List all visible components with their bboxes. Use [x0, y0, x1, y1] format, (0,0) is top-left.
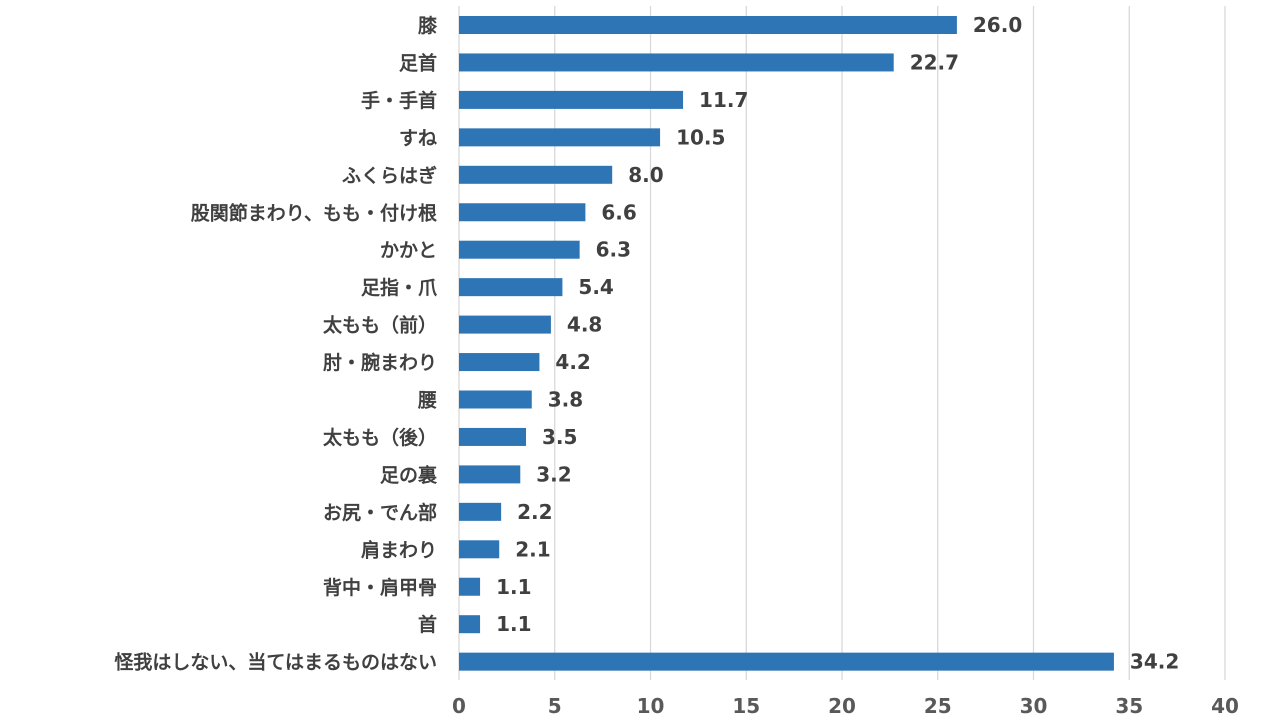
x-tick-label: 5	[548, 694, 562, 718]
data-label: 6.6	[601, 200, 636, 224]
bar	[459, 353, 540, 372]
category-label: ふくらはぎ	[342, 164, 437, 187]
x-tick-label: 25	[924, 694, 952, 718]
bar	[459, 390, 532, 409]
x-axis-ticks: 0 5 10 15 20 25 30 35 40	[452, 694, 1239, 718]
bar	[459, 315, 551, 334]
data-label: 2.1	[515, 537, 550, 561]
data-label: 3.5	[542, 425, 577, 449]
bar	[459, 615, 481, 634]
data-label: 34.2	[1130, 650, 1179, 674]
bar	[459, 53, 894, 72]
category-labels: 膝足首手・手首すねふくらはぎ股関節まわり、もも・付け根かかと足指・爪太もも（前）…	[114, 14, 438, 674]
x-tick-label: 40	[1211, 694, 1239, 718]
category-label: 手・手首	[361, 89, 437, 112]
category-label: 肘・腕まわり	[323, 351, 437, 374]
category-label: 足の裏	[380, 463, 438, 486]
x-tick-label: 20	[828, 694, 856, 718]
data-label: 11.7	[699, 88, 748, 112]
data-label: 10.5	[676, 125, 725, 149]
category-label: 首	[418, 613, 437, 636]
x-tick-label: 35	[1115, 694, 1143, 718]
bar	[459, 165, 613, 184]
category-label: 肩まわり	[361, 538, 437, 561]
category-label: 足指・爪	[361, 277, 438, 299]
data-label: 1.1	[496, 612, 531, 636]
category-label: 股関節まわり、もも・付け根	[191, 201, 437, 224]
bar	[459, 16, 957, 34]
category-label: お尻・でん部	[323, 501, 437, 524]
data-label: 5.4	[578, 275, 613, 299]
category-label: 腰	[417, 390, 437, 412]
x-tick-label: 30	[1020, 694, 1048, 718]
category-label: 背中・肩甲骨	[323, 576, 437, 599]
bar	[459, 203, 586, 222]
bar	[459, 577, 481, 596]
bar	[459, 427, 527, 446]
category-label: 太もも（後）	[323, 426, 437, 449]
x-tick-label: 10	[637, 694, 665, 718]
gridlines	[458, 6, 1226, 680]
data-label: 3.2	[536, 462, 571, 486]
data-label: 1.1	[496, 575, 531, 599]
bar	[459, 128, 661, 147]
data-label: 2.2	[517, 500, 552, 524]
bar	[459, 90, 684, 109]
data-label: 8.0	[628, 163, 663, 187]
data-label: 4.2	[555, 350, 590, 374]
bar	[459, 652, 1114, 671]
x-tick-label: 15	[732, 694, 760, 718]
category-label: 足首	[399, 51, 437, 74]
bar	[459, 465, 521, 484]
bar	[459, 278, 563, 297]
bar	[459, 502, 502, 521]
data-label: 26.0	[973, 13, 1022, 37]
category-label: 太もも（前）	[323, 314, 437, 337]
bar	[459, 540, 500, 559]
category-label: かかと	[380, 240, 437, 262]
category-label: 膝	[418, 14, 438, 37]
category-label: 怪我はしない、当てはまるものはない	[114, 651, 437, 674]
data-label: 4.8	[567, 313, 602, 337]
data-labels: 26.0 22.7 11.7 10.5 8.0 6.6 6.3 5.4 4.8 4.2 3.8 3.5…	[496, 13, 1179, 674]
data-label: 22.7	[910, 50, 959, 74]
bars	[459, 16, 1114, 671]
bar	[459, 240, 580, 259]
category-label: すね	[399, 127, 437, 149]
data-label: 6.3	[596, 238, 631, 262]
data-label: 3.8	[548, 388, 583, 412]
x-tick-label: 0	[452, 694, 466, 718]
